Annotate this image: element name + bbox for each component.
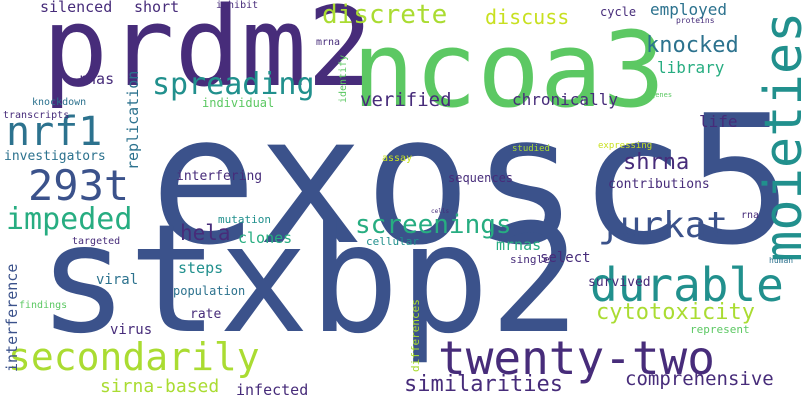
- word-rnas: rnas: [78, 70, 115, 88]
- word-investigators: investigators: [4, 149, 106, 164]
- word-cells: cells: [431, 208, 450, 215]
- word-sequences: sequences: [448, 171, 514, 185]
- word-durable: durable: [590, 258, 784, 312]
- word-findings: findings: [19, 300, 68, 311]
- word-expressing: expressing: [598, 141, 653, 151]
- word-cycle: cycle: [600, 5, 637, 19]
- word-genes: genes: [651, 91, 673, 99]
- word-ncoa3: ncoa3: [352, 9, 666, 131]
- word-shrna: shrna: [623, 150, 690, 175]
- word-contributions: contributions: [608, 177, 710, 192]
- word-prdm2: prdm2: [42, 0, 374, 111]
- word-chronically: chronically: [512, 90, 618, 109]
- word-clones: clones: [238, 229, 293, 247]
- word-inhibit: inhibit: [216, 0, 259, 11]
- word-single: single: [510, 253, 550, 266]
- word-silenced: silenced: [40, 0, 113, 16]
- word-impeded: impeded: [6, 202, 133, 237]
- word-proteins: proteins: [676, 16, 715, 25]
- word-steps: steps: [178, 259, 224, 277]
- word-human: human: [769, 256, 794, 265]
- word-interference: interference: [3, 263, 21, 372]
- word-verified: verified: [360, 89, 452, 111]
- word-population: population: [173, 284, 246, 298]
- word-discuss: discuss: [485, 5, 570, 29]
- word-survived: survived: [588, 275, 651, 290]
- word-targeted: targeted: [72, 236, 121, 247]
- word-spreading: spreading: [152, 67, 315, 102]
- word-infected: infected: [236, 381, 309, 399]
- word-knocked: knocked: [646, 33, 739, 58]
- word-represent: represent: [690, 323, 750, 336]
- word-individual: individual: [202, 96, 275, 110]
- word-knockdown: knockdown: [32, 97, 87, 108]
- word-moieties: moieties: [754, 11, 808, 262]
- word-exosc5: exosc5: [150, 77, 793, 284]
- word-cellular: cellular: [366, 235, 419, 248]
- word-comprehensive: comprehensive: [625, 368, 774, 390]
- word-interfering: interfering: [176, 169, 263, 184]
- word-stxbp2: stxbp2: [38, 193, 580, 367]
- word-studied: studied: [512, 144, 550, 154]
- word-mrnas: mrnas: [496, 236, 542, 254]
- word-virus: virus: [110, 322, 153, 338]
- word-rna: rna: [741, 210, 760, 221]
- word-rate: rate: [190, 307, 222, 322]
- word-short: short: [134, 0, 180, 16]
- word-cytotoxicity: cytotoxicity: [596, 300, 755, 325]
- word-sirna-based: sirna-based: [100, 376, 220, 397]
- word-discrete: discrete: [322, 0, 448, 30]
- word-identify: identify: [338, 54, 349, 103]
- word-differences: differences: [409, 299, 422, 372]
- word-employed: employed: [650, 0, 728, 19]
- word-screenings: screenings: [355, 210, 512, 240]
- word-select: select: [540, 250, 591, 266]
- word-life: life: [699, 112, 738, 131]
- word-mutation: mutation: [218, 213, 271, 226]
- word-secondarily: secondarily: [8, 335, 260, 379]
- word-transcripts: transcripts: [3, 110, 70, 121]
- word-293t: 293t: [28, 161, 130, 210]
- word-replication: replication: [124, 70, 142, 170]
- word-library: library: [657, 58, 725, 77]
- word-hela: hela: [180, 221, 231, 245]
- word-viral: viral: [96, 272, 139, 288]
- word-similarities: similarities: [404, 372, 563, 397]
- word-nrf1: nrf1: [6, 109, 103, 155]
- word-assay: assay: [382, 153, 413, 164]
- word-mrna: mrna: [316, 37, 341, 48]
- word-jurkat: jurkat: [598, 205, 729, 246]
- word-twenty-two: twenty-two: [438, 331, 715, 385]
